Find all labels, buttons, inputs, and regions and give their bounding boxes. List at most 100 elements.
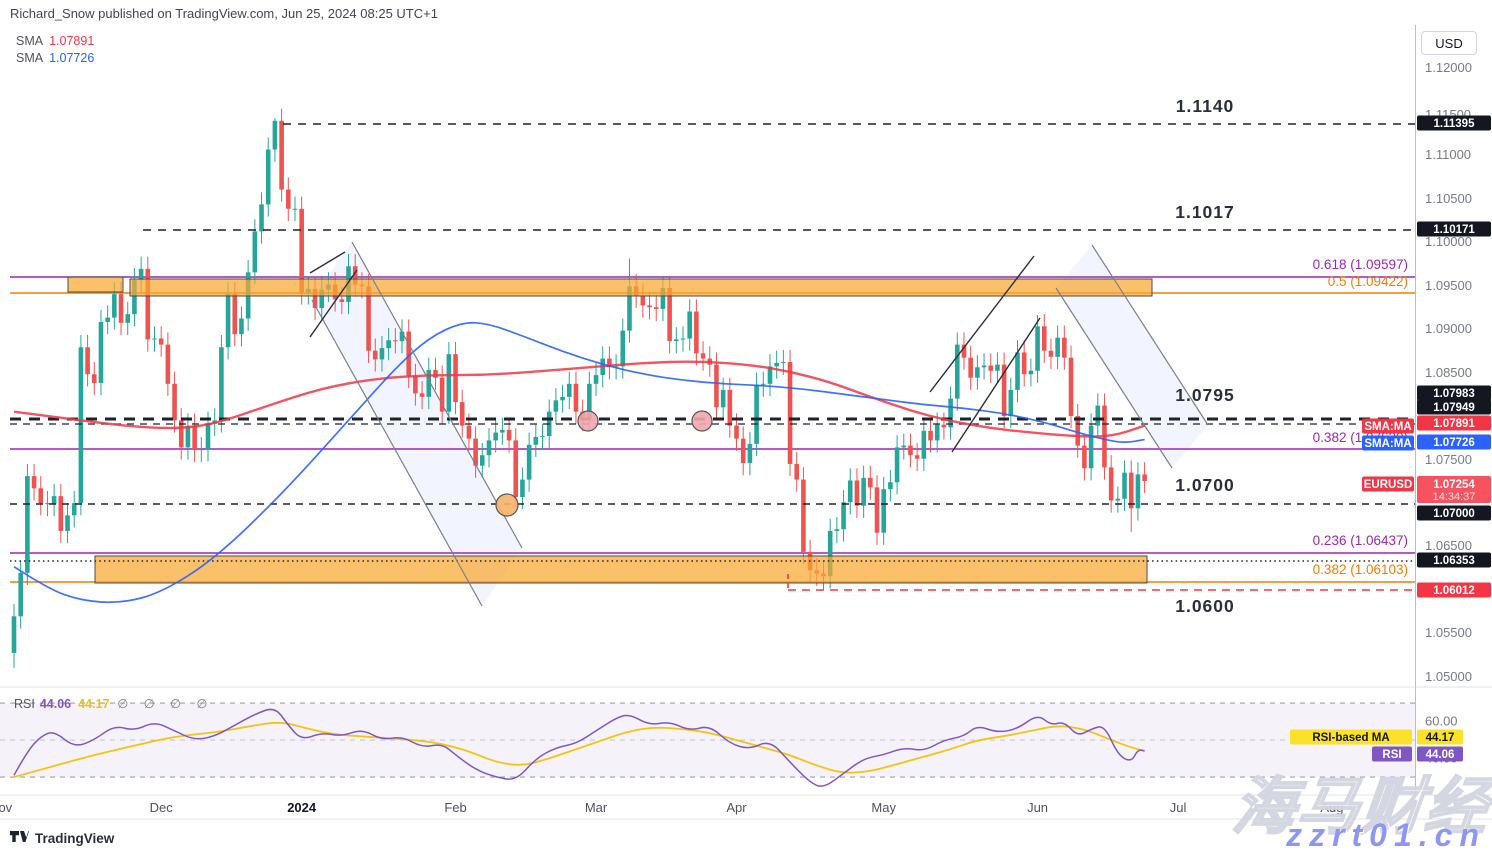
candle-body [265,149,271,205]
sma-fast-legend-row[interactable]: SMA 1.07891 [16,33,94,50]
inchart-badge-EURUSD-484-bg [1362,476,1414,492]
xaxis-label-Apr[interactable]: Apr [726,800,747,815]
axis-badge-1.06012-bg [1417,582,1491,598]
candle-body [58,496,64,531]
candle-body [319,289,325,309]
tradingview-logo[interactable]: TradingView [10,830,114,846]
candle-body [975,367,980,378]
candle-body [520,479,525,498]
channel-border [1091,244,1209,426]
xaxis-label-Aug[interactable]: Aug [1320,800,1343,815]
candle-body [888,482,893,490]
xaxis-label-Jun[interactable]: Jun [1027,800,1048,815]
candle-body [185,425,191,448]
candle-body [379,348,385,360]
candle-body [560,396,565,401]
candle-body [847,480,853,503]
candle-body [526,444,532,480]
candle-body [259,204,264,232]
axis-badge-1.07983: 1.07983 [1433,388,1475,400]
currency-axis-button[interactable]: USD [1421,31,1477,55]
rsi-value: 44.06 [39,697,72,711]
candle-body [961,344,967,358]
rsi-legend[interactable]: RSI 44.06 44.17 ∅ ∅ ∅ ∅ [14,696,213,711]
candle-body [573,383,579,412]
last-price-badge-bg [1417,476,1491,503]
level-label-1.0795: 1.0795 [1175,385,1235,405]
sma-slow-legend-row[interactable]: SMA 1.07726 [16,50,94,67]
rsi-ma-line [13,721,1145,778]
candle-body [714,364,719,408]
xaxis-label-Nov[interactable]: Nov [0,800,13,815]
candle-body [272,120,278,150]
candle-body [51,496,57,504]
candle-body [954,344,960,399]
candle-body [760,383,766,385]
price-tick-1.10500: 1.10500 [1425,191,1472,206]
candle-body [747,443,753,464]
xaxis-label-Feb[interactable]: Feb [444,800,466,815]
fib-label-0: 0.618 (1.09597) [1313,257,1408,272]
price-tick-1.08500: 1.08500 [1425,365,1472,380]
candle-body [25,476,30,573]
tradingview-logo-text: TradingView [35,830,115,846]
xaxis-label-May[interactable]: May [871,800,896,815]
candle-body [914,455,920,459]
candle-body [480,455,485,466]
candle-body [1115,498,1121,501]
trendline-0 [309,251,346,274]
rsi-axis-badge-44.17: 44.17 [1426,732,1455,744]
candle-body [767,366,773,384]
candle-body [566,383,572,397]
candle-body [473,438,478,466]
candle-body [406,331,412,376]
xaxis-label-Jul[interactable]: Jul [1170,800,1187,815]
fib-label-4: 0.382 (1.06103) [1313,562,1408,577]
watermark-url: zzrt01.cn [1286,817,1486,853]
candle-body [386,340,391,349]
candle-body [981,365,987,368]
xaxis-label-Mar[interactable]: Mar [585,800,608,815]
candle-body [1068,357,1074,417]
candle-body [1088,425,1094,469]
candle-body [660,288,666,309]
candle-body [640,295,646,306]
candle-body [734,425,739,439]
channel-border [351,241,523,549]
axis-badge-1.07891: 1.07891 [1433,418,1475,430]
price-tick-1.09000: 1.09000 [1425,321,1472,336]
candle-body [393,340,398,342]
candle-body [1142,474,1147,481]
candle-body [493,432,498,441]
sma-fast-label: SMA [16,34,44,48]
candle-body [292,208,298,210]
retest-marker-2 [691,410,713,432]
candle-body [881,489,886,533]
price-tick-1.12000: 1.12000 [1425,60,1472,75]
xaxis-label-Dec[interactable]: Dec [150,800,174,815]
candle-body [178,420,184,448]
candle-body [45,503,50,505]
candle-body [252,231,258,273]
indicator-legend[interactable]: SMA 1.07891 SMA 1.07726 [16,33,94,67]
rsi-empty-inputs: ∅ ∅ ∅ ∅ [117,697,214,711]
candle-body [1108,467,1114,501]
candle-body [894,447,900,483]
candle-body [854,480,860,506]
candle-body [687,311,692,339]
candle-body [65,515,70,531]
xaxis-label-2024[interactable]: 2024 [287,800,317,815]
candle-body [232,294,238,335]
fib-label-1: 0.5 (1.09422) [1328,274,1408,289]
candle-body [158,338,164,345]
axis-badge-1.07983-bg [1417,385,1491,401]
candle-body [239,318,244,335]
candle-body [801,479,806,552]
candle-body [399,331,405,342]
candle-body [125,314,131,323]
inchart-badge-SMA:MA-426: SMA:MA [1364,421,1411,433]
candle-body [459,402,465,426]
candle-body [506,429,512,441]
candle-body [968,357,973,378]
